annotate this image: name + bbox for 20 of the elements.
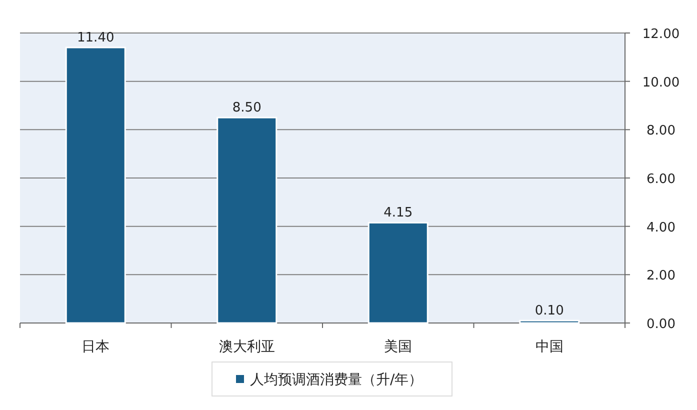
bar [519,320,580,324]
x-tick-label: 日本 [82,339,110,355]
y-tick-label: 4.00 [646,220,676,236]
y-tick-label: 8.00 [646,124,676,139]
text: 4.15 [384,206,413,221]
x-tick-label: 美国 [384,339,412,355]
y-tick-label: 12.00 [642,27,680,42]
y-tick-label: 6.00 [646,172,676,187]
y-tick-label: 10.00 [642,75,680,90]
x-tick-label: 澳大利亚 [218,339,275,355]
legend-label: 人均预调酒消费量（升/年） [250,372,423,388]
y-tick-label: 0.00 [646,317,676,332]
x-tick-label: 中国 [535,339,564,355]
text: 8.50 [232,100,262,116]
bar [65,46,126,324]
bar [216,116,278,324]
y-tick-label: 2.00 [646,268,676,284]
text: 11.40 [77,30,114,46]
bar [368,222,428,324]
text: 0.10 [534,304,564,319]
